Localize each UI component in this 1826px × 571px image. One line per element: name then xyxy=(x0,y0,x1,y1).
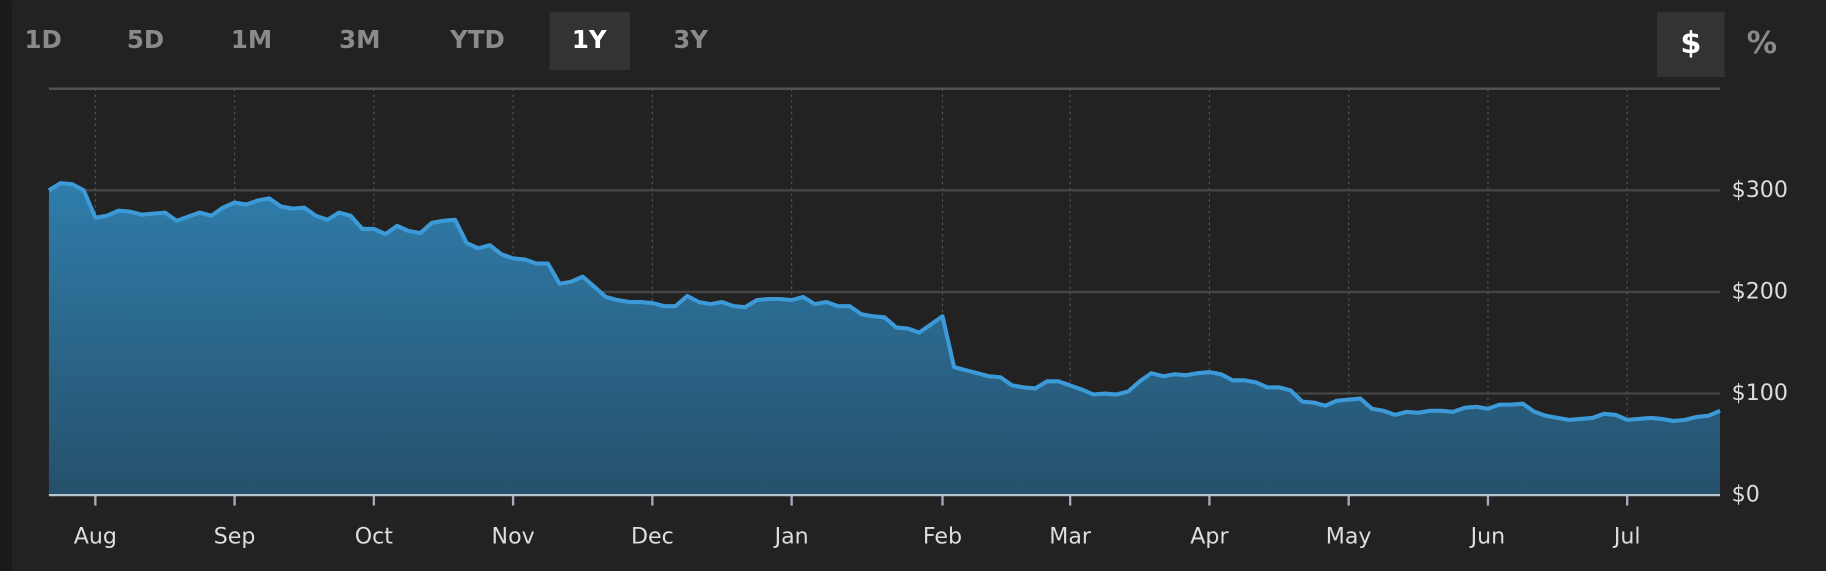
x-tick-label: Jan xyxy=(773,524,809,550)
y-tick-label: $200 xyxy=(1732,278,1788,304)
price-line xyxy=(47,181,1721,423)
x-tick-label: May xyxy=(1326,524,1372,550)
x-tick-label: Dec xyxy=(631,524,674,550)
range-button[interactable]: 3Y xyxy=(673,25,708,54)
x-tick-label: Feb xyxy=(923,524,962,550)
unit-button[interactable]: $ xyxy=(1680,26,1701,61)
range-button[interactable]: 3M xyxy=(339,25,380,54)
range-button[interactable]: 1D xyxy=(24,25,61,54)
selected-unit-bg xyxy=(1657,11,1725,78)
x-tick-label: Oct xyxy=(355,524,394,550)
y-tick-label: $0 xyxy=(1732,482,1760,508)
left-edge xyxy=(0,0,12,571)
x-tick-label: Jun xyxy=(1469,524,1506,550)
y-tick-label: $100 xyxy=(1732,380,1788,406)
x-tick-label: Mar xyxy=(1049,524,1092,550)
selected-range-bg xyxy=(549,11,631,71)
range-button[interactable]: 1M xyxy=(231,25,272,54)
y-tick-label: $300 xyxy=(1732,177,1788,203)
range-button[interactable]: 5D xyxy=(127,25,164,54)
x-tick-label: Nov xyxy=(492,524,535,550)
unit-button[interactable]: % xyxy=(1747,26,1777,61)
range-button[interactable]: YTD xyxy=(449,25,505,54)
x-tick-label: Aug xyxy=(74,524,117,550)
x-tick-label: Sep xyxy=(214,524,256,550)
area-fill xyxy=(48,183,1721,496)
x-tick-label: Apr xyxy=(1190,524,1229,550)
x-tick-label: Jul xyxy=(1612,524,1641,550)
range-button[interactable]: 1Y xyxy=(572,25,607,54)
